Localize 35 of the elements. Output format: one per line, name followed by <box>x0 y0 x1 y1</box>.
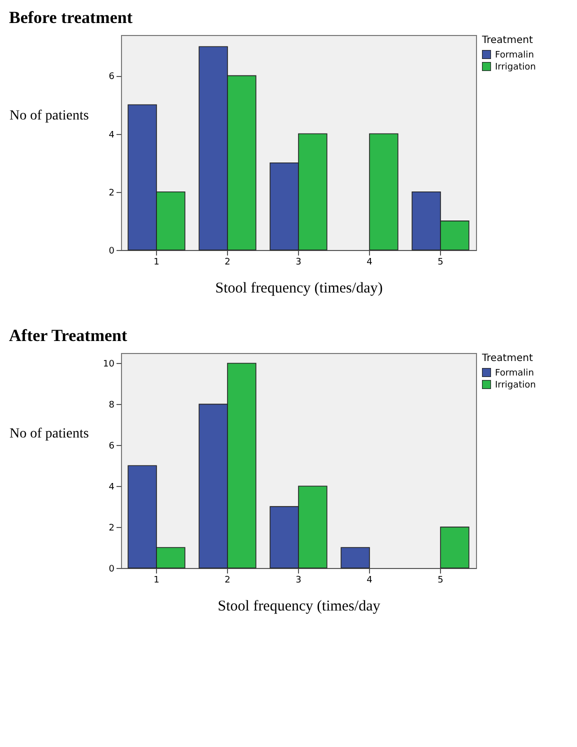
legend-title: Treatment <box>481 35 533 46</box>
legend-label: Formalin <box>495 368 534 378</box>
legend-title: Treatment <box>481 353 533 364</box>
legend-label: Irrigation <box>495 380 536 390</box>
x-axis-title: Stool frequency (times/day <box>218 598 381 614</box>
chart-title: After Treatment <box>9 326 128 345</box>
bar <box>440 526 470 568</box>
chart-title: Before treatment <box>9 8 133 27</box>
y-tick-label: 0 <box>108 564 115 574</box>
x-tick-label: 1 <box>154 576 160 586</box>
x-tick-label: 4 <box>366 576 373 586</box>
bar <box>369 133 398 250</box>
legend-label: Formalin <box>495 50 534 60</box>
y-tick-label: 10 <box>103 360 115 370</box>
y-tick-label: 8 <box>108 400 115 411</box>
x-tick-label: 1 <box>154 258 160 268</box>
x-tick-label: 5 <box>438 258 444 268</box>
x-tick-label: 3 <box>296 576 302 586</box>
y-tick-label: 4 <box>108 482 115 493</box>
y-axis-title: No of patients <box>10 108 89 124</box>
y-tick-label: 2 <box>108 524 114 534</box>
y-tick-label: 6 <box>108 72 115 82</box>
x-tick-label: 3 <box>296 258 302 268</box>
x-tick-label: 4 <box>366 258 373 268</box>
y-tick-label: 6 <box>108 442 115 452</box>
y-axis-title: No of patients <box>10 426 89 442</box>
x-tick-label: 5 <box>438 576 444 586</box>
x-axis-title: Stool frequency (times/day) <box>215 280 383 296</box>
legend-label: Irrigation <box>495 62 536 72</box>
y-tick-label: 2 <box>108 188 114 198</box>
bar <box>340 547 370 568</box>
x-tick-label: 2 <box>224 258 230 268</box>
y-tick-label: 0 <box>108 246 115 256</box>
x-tick-label: 2 <box>224 576 230 586</box>
y-tick-label: 4 <box>108 130 115 140</box>
